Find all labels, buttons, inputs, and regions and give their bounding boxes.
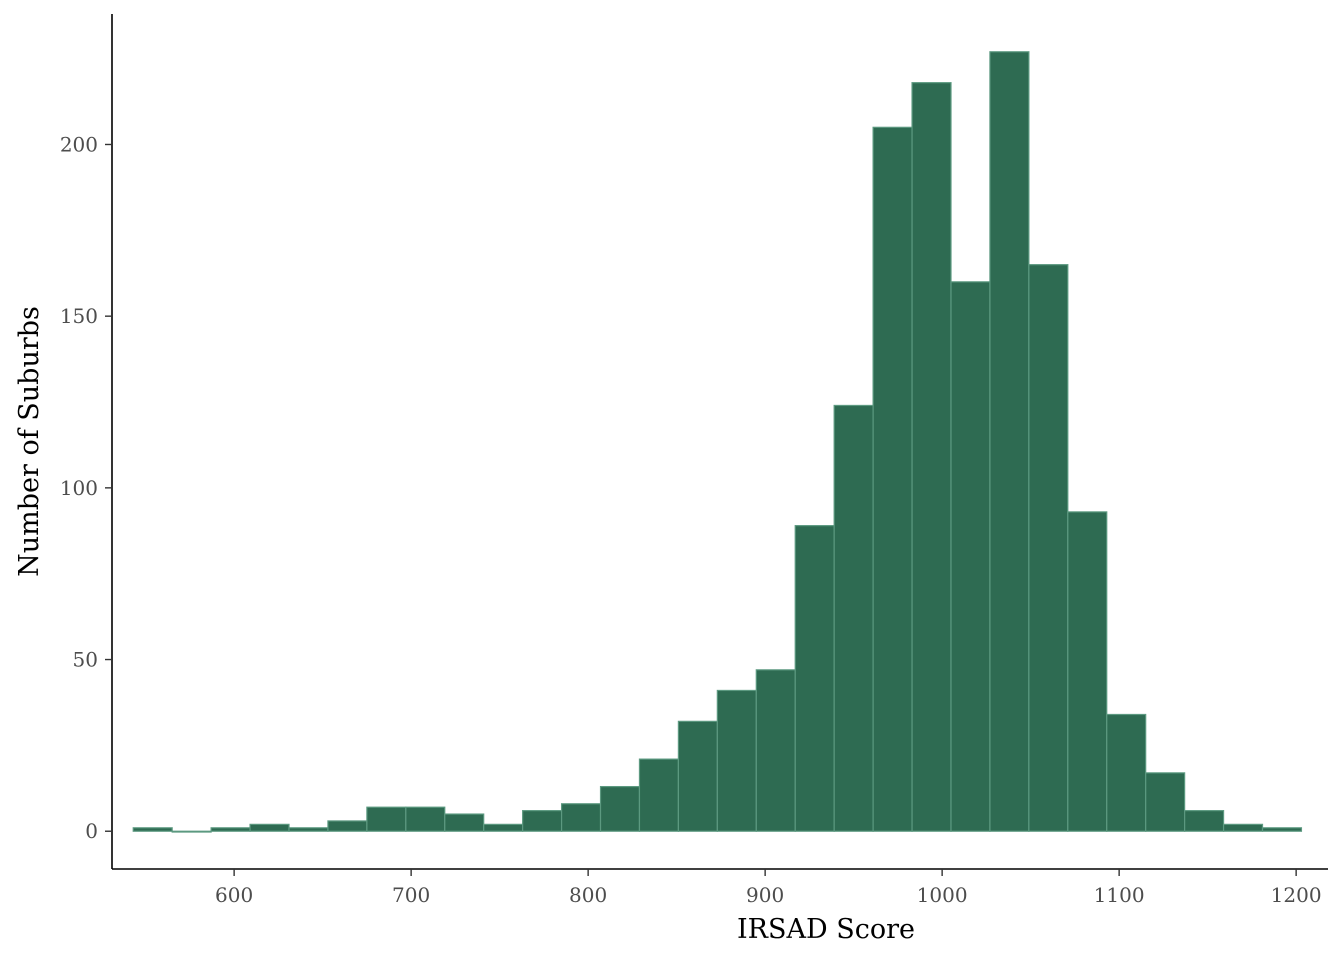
histogram-bars (132, 51, 1303, 833)
histogram-bar-14 (677, 720, 718, 832)
histogram-bar-10 (522, 810, 563, 832)
histogram-bar-5 (327, 820, 368, 832)
x-tick-label: 1000 (917, 883, 968, 907)
histogram-bar-16 (755, 669, 796, 832)
histogram-bar-24 (1067, 511, 1108, 832)
histogram-bar-7 (405, 806, 446, 832)
histogram-bar-27 (1184, 810, 1225, 832)
histogram-bar-19 (872, 126, 913, 832)
histogram-bar-21 (950, 281, 991, 832)
y-tick-label: 50 (73, 648, 98, 672)
histogram-bar-13 (638, 758, 680, 832)
y-tick-label: 200 (60, 132, 98, 156)
histogram-bar-3 (249, 823, 290, 832)
histogram-bar-0 (132, 827, 173, 832)
histogram-bar-17 (794, 525, 835, 832)
histogram-bar-26 (1145, 772, 1186, 832)
histogram-bar-6 (366, 806, 407, 832)
x-axis-ticks: 600 700 800 900 1000 1100 1200 (215, 869, 1322, 907)
x-tick-label: 700 (392, 883, 430, 907)
histogram-bar-9 (483, 823, 524, 832)
x-tick-label: 800 (569, 883, 607, 907)
x-tick-label: 900 (746, 883, 784, 907)
histogram-bar-2 (210, 827, 251, 832)
histogram-bar-20 (911, 82, 952, 832)
y-tick-label: 0 (85, 819, 98, 843)
histogram-bar-8 (444, 813, 485, 832)
histogram-bar-12 (599, 785, 641, 832)
histogram-bar-25 (1106, 713, 1147, 832)
x-tick-label: 1200 (1271, 883, 1322, 907)
histogram-bar-1 (171, 830, 212, 833)
y-tick-label: 150 (60, 304, 98, 328)
x-axis-title: IRSAD Score (737, 914, 915, 945)
histogram-bar-29 (1261, 827, 1303, 832)
y-tick-label: 100 (60, 476, 98, 500)
x-tick-label: 600 (215, 883, 253, 907)
histogram-bar-22 (989, 51, 1030, 832)
y-axis-title: Number of Suburbs (14, 306, 45, 577)
histogram-bar-18 (833, 404, 874, 832)
y-axis-ticks: 0 50 100 150 200 (60, 132, 112, 843)
histogram-bar-4 (288, 827, 329, 832)
histogram-bar-23 (1028, 264, 1069, 832)
histogram-bar-11 (560, 803, 602, 832)
x-tick-label: 1100 (1094, 883, 1145, 907)
histogram-bar-28 (1222, 823, 1264, 832)
histogram-bar-15 (716, 689, 757, 832)
